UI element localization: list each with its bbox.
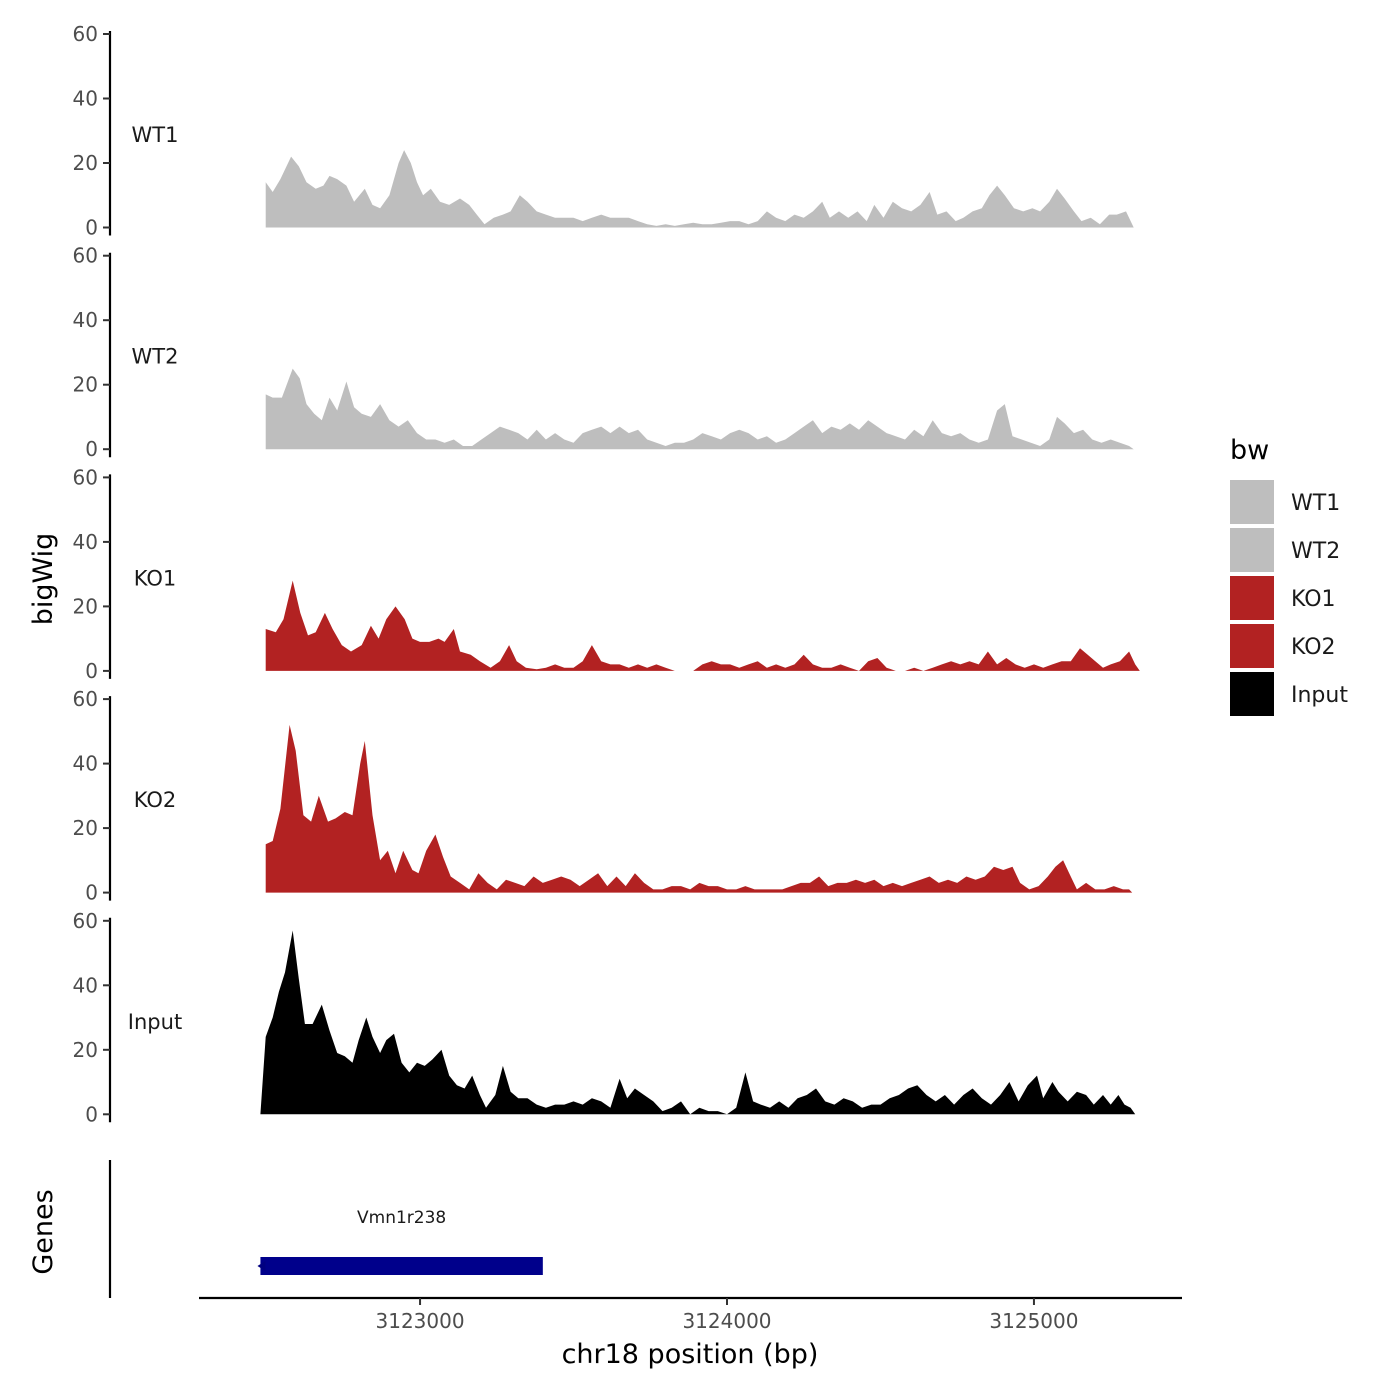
legend-label: WT1 xyxy=(1291,491,1340,516)
legend-item-wt1: WT1 xyxy=(1230,480,1340,524)
y-tick-label: 40 xyxy=(73,308,98,332)
track-wt2: 0 20 40 60 WT2 xyxy=(73,244,1134,461)
legend-title: bw xyxy=(1230,435,1269,466)
x-tick-label: 3125000 xyxy=(989,1309,1078,1333)
legend-label: KO1 xyxy=(1291,587,1336,612)
area-wt2 xyxy=(265,368,1134,450)
y-tick-label: 60 xyxy=(73,909,98,933)
area-input xyxy=(260,930,1136,1115)
coverage-tracks: 0 20 40 60 WT1 0 20 40 60 WT2 0 20 40 60 KO1 0 20 40 60 KO2… xyxy=(73,22,1140,1126)
track-label-input: Input xyxy=(128,1010,182,1034)
track-wt1: 0 20 40 60 WT1 xyxy=(73,22,1134,240)
y-tick-label: 60 xyxy=(73,687,98,711)
y-tick-label: 20 xyxy=(73,151,98,175)
legend-item-input: Input xyxy=(1230,672,1348,716)
legend: bw WT1 WT2 KO1 KO2 Input xyxy=(1230,435,1348,716)
y-tick-label: 0 xyxy=(85,881,98,905)
legend-swatch xyxy=(1230,576,1274,620)
legend-item-ko2: KO2 xyxy=(1230,624,1336,668)
track-input: 0 20 40 60 Input xyxy=(73,909,1136,1126)
legend-swatch xyxy=(1230,480,1274,524)
x-tick-label: 3124000 xyxy=(682,1309,771,1333)
y-tick-label: 40 xyxy=(73,87,98,111)
y-tick-label: 40 xyxy=(73,752,98,776)
x-axis-title: chr18 position (bp) xyxy=(562,1339,819,1370)
legend-label: KO2 xyxy=(1291,635,1336,660)
track-label-wt2: WT2 xyxy=(132,345,179,369)
y-tick-label: 0 xyxy=(85,1102,98,1126)
legend-swatch xyxy=(1230,672,1274,716)
y-tick-label: 20 xyxy=(73,1038,98,1062)
x-axis: 3123000 3124000 3125000 xyxy=(199,1296,1182,1333)
y-tick-label: 60 xyxy=(73,244,98,268)
legend-swatch xyxy=(1230,624,1274,668)
y-axis-title: bigWig xyxy=(28,533,59,626)
area-wt1 xyxy=(265,150,1134,228)
y-tick-label: 40 xyxy=(73,530,98,554)
genes-axis-title: Genes xyxy=(28,1189,59,1274)
legend-item-ko1: KO1 xyxy=(1230,576,1336,620)
y-tick-label: 0 xyxy=(85,659,98,683)
y-tick-label: 60 xyxy=(73,22,98,46)
y-tick-label: 40 xyxy=(73,973,98,997)
gene-strand-arrow xyxy=(257,1261,266,1271)
track-label-ko1: KO1 xyxy=(134,566,177,590)
area-ko2 xyxy=(265,724,1133,893)
y-tick-label: 20 xyxy=(73,373,98,397)
legend-item-wt2: WT2 xyxy=(1230,528,1340,572)
track-ko1: 0 20 40 60 KO1 xyxy=(73,465,1140,683)
y-tick-label: 60 xyxy=(73,465,98,489)
y-tick-label: 0 xyxy=(85,216,98,240)
track-label-wt1: WT1 xyxy=(132,123,179,147)
y-tick-label: 20 xyxy=(73,594,98,618)
track-ko2: 0 20 40 60 KO2 xyxy=(73,687,1133,905)
y-tick-label: 0 xyxy=(85,437,98,461)
legend-label: Input xyxy=(1291,683,1348,708)
x-tick-label: 3123000 xyxy=(376,1309,465,1333)
legend-label: WT2 xyxy=(1291,539,1340,564)
area-ko1 xyxy=(265,580,1140,671)
gene-label-vmn1r238: Vmn1r238 xyxy=(357,1208,446,1228)
legend-swatch xyxy=(1230,528,1274,572)
gene-track: Vmn1r238 xyxy=(108,1160,543,1298)
gene-bar-vmn1r238 xyxy=(260,1257,543,1275)
track-label-ko2: KO2 xyxy=(134,788,177,812)
y-tick-label: 20 xyxy=(73,816,98,840)
